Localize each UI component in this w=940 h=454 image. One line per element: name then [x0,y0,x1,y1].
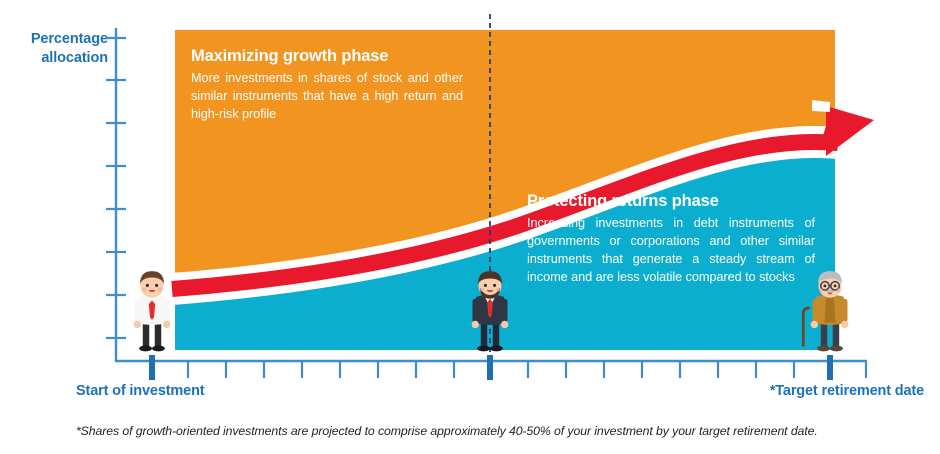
y-axis-ticks [106,36,126,340]
x-axis-ticks [186,361,868,378]
y-axis-title: Percentage allocation [8,30,108,67]
midlife-investor-icon [471,271,509,352]
young-investor-icon [133,271,171,352]
protecting-phase-body: Increasing investments in debt instrumen… [527,215,815,284]
start-of-investment-label: Start of investment [76,383,205,399]
glide-path-arrow [170,100,874,305]
arrow-head [822,106,874,156]
protecting-phase-text-block: Protecting returns phase Increasing inve… [527,192,815,286]
target-retirement-date-label: *Target retirement date [769,383,924,399]
protection-area-teal [175,144,835,350]
growth-phase-body: More investments in shares of stock and … [191,70,463,121]
y-axis-title-line1: Percentage [30,31,108,47]
footnote: *Shares of growth-oriented investments a… [76,424,818,438]
protecting-phase-title: Protecting returns phase [527,192,719,210]
growth-area-orange [175,30,835,286]
growth-phase-title: Maximizing growth phase [191,47,389,65]
x-axis-milestone-markers [149,355,833,380]
arrow-red-stripe [171,134,839,297]
y-axis-title-line2: allocation [41,49,108,66]
retired-investor-icon [801,271,849,352]
growth-phase-text-block: Maximizing growth phase More investments… [191,47,463,124]
arrow-head-notch [812,100,830,112]
